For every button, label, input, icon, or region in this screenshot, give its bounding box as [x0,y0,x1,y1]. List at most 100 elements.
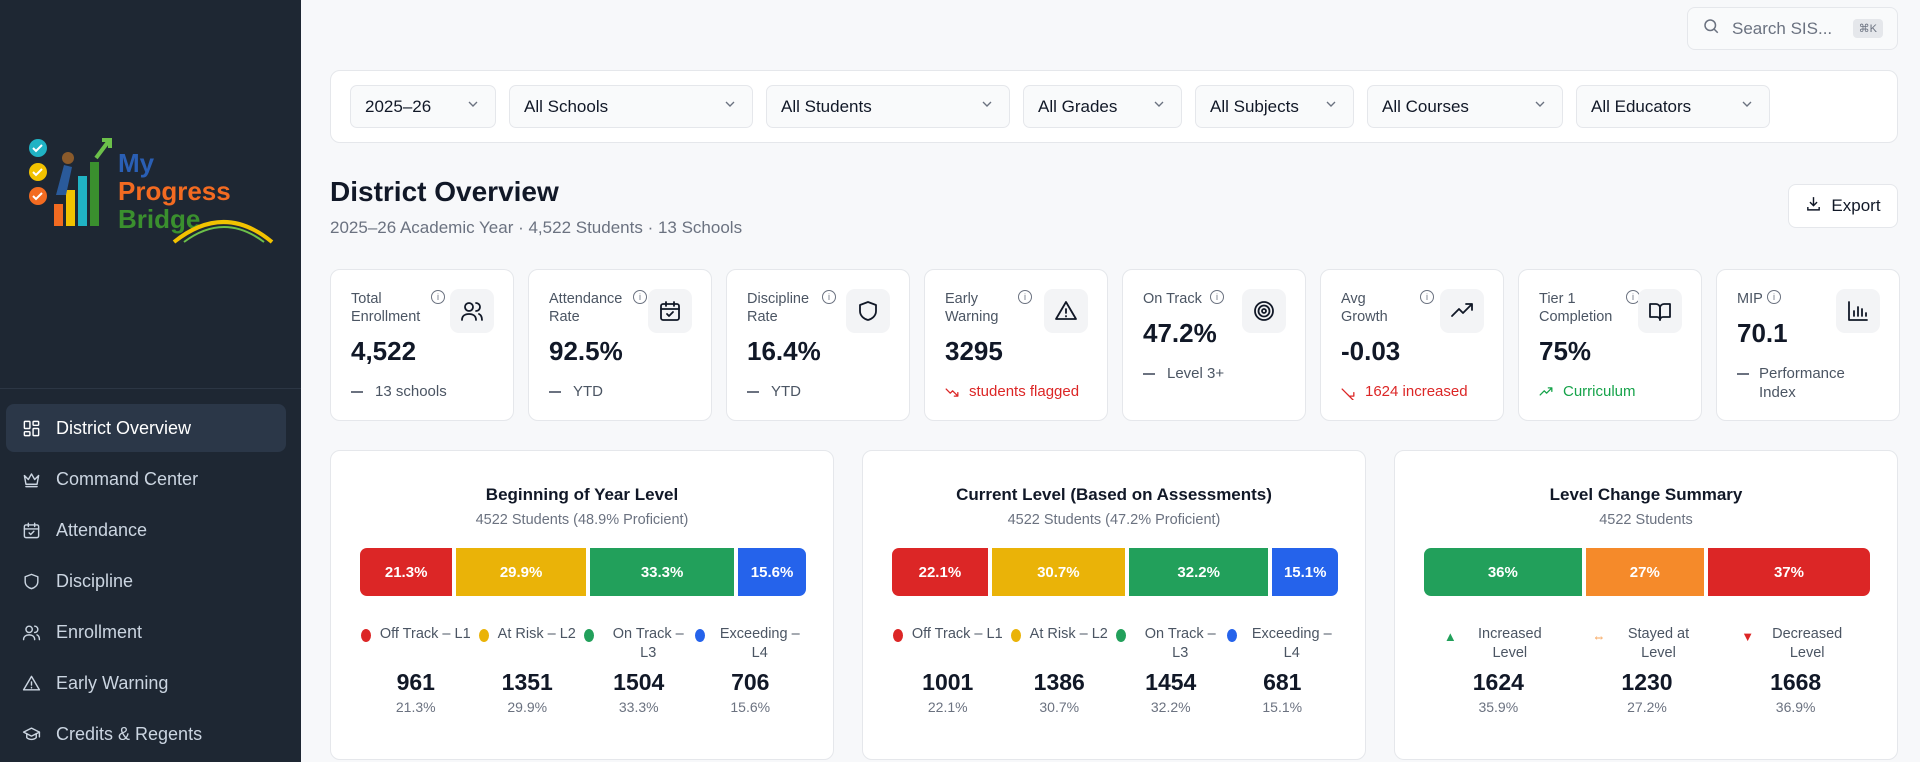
neutral-dash-icon [1143,364,1157,383]
legend-item: Exceeding – L4 681 15.1% [1227,625,1337,715]
search-box[interactable]: Search SIS... ⌘K [1687,7,1898,50]
svg-text:Progress: Progress [118,176,231,206]
panel-title: Current Level (Based on Assessments) [956,485,1272,504]
bar-segment[interactable]: 36% [1424,548,1582,596]
legend-percent: 22.1% [927,699,968,715]
legend-item: ▲ Increased Level 1624 35.9% [1443,625,1553,715]
kpi-foot: 13 schools [351,382,447,401]
calendar-check-icon [648,289,692,333]
panel-subtitle: 4522 Students (47.2% Proficient) [1007,512,1221,528]
bar-segment[interactable]: 27% [1585,548,1704,596]
sidebar-item-label: Discipline [56,570,134,591]
bar-segment[interactable]: 30.7% [991,548,1125,596]
panel-subtitle: 4522 Students (48.9% Proficient) [475,512,689,528]
sidebar-item-discipline[interactable]: Discipline [6,557,286,605]
kpi-foot: Curriculum [1539,382,1636,401]
legend-label-row: ▼ Decreased Level [1741,625,1851,665]
student-select[interactable]: All Students [766,85,1010,128]
legend-count: 1504 [613,669,665,695]
legend-label: Exceeding – L4 [1251,626,1332,661]
legend-label: Off Track – L1 [911,626,1003,642]
bar-segment[interactable]: 37% [1707,548,1870,596]
info-icon[interactable]: i [1420,290,1434,304]
download-icon [1805,195,1831,217]
legend-percent: 35.9% [1478,699,1519,715]
sidebar-item-command-center[interactable]: Command Center [6,455,286,503]
my-progress-bridge-logo[interactable]: My Progress Bridge [24,132,274,250]
boy-level-panel: Beginning of Year Level 4522 Students (4… [330,450,834,760]
info-icon[interactable]: i [1210,290,1224,304]
search-input[interactable]: Search SIS... [1732,18,1833,38]
level-stacked-bar: 36% 27% 37% [1424,548,1870,596]
info-icon[interactable]: i [633,290,647,304]
bar-segment[interactable]: 32.2% [1128,548,1269,596]
bar-segment[interactable]: 33.3% [589,548,735,596]
info-icon[interactable]: i [1018,290,1032,304]
warning-triangle-icon [20,672,42,694]
legend-count: 1624 [1472,669,1524,695]
legend-percent: 29.9% [507,699,548,715]
sidebar-nav: District Overview Command Center Attenda… [6,404,286,761]
bar-segment[interactable]: 22.1% [892,548,988,596]
trending-down-icon [945,382,959,401]
info-icon[interactable]: i [431,290,445,304]
legend-label-row: On Track – L3 [583,625,694,665]
sidebar-item-early-warning[interactable]: Early Warning [6,659,286,707]
legend-item: On Track – L3 1454 32.2% [1115,625,1226,715]
graduation-cap-icon [20,723,42,745]
legend-label-row: Off Track – L1 [892,625,1003,665]
legend-label: At Risk – L2 [497,626,576,642]
trending-up-icon [1539,382,1553,401]
bar-segment[interactable]: 15.1% [1272,548,1338,596]
arrow-up-icon: ▲ [1443,629,1457,644]
legend-dot-icon [583,629,594,642]
legend-label: Exceeding – L4 [719,626,800,661]
chevron-down-icon [465,96,481,117]
info-icon[interactable]: i [822,290,836,304]
sidebar-item-label: Command Center [56,468,199,489]
sidebar-item-credits-regents[interactable]: Credits & Regents [6,710,286,758]
trending-up-icon [1440,289,1484,333]
sidebar-item-label: Attendance [56,519,148,540]
sidebar-item-district-overview[interactable]: District Overview [6,404,286,452]
legend-percent: 15.6% [730,699,771,715]
grade-select[interactable]: All Grades [1023,85,1182,128]
legend-label-row: At Risk – L2 [472,625,582,665]
kpi-foot-text: 13 schools [375,383,447,400]
legend-label-row: ▲ Increased Level [1443,625,1553,665]
legend-item: At Risk – L2 1386 30.7% [1004,625,1114,715]
legend-label: Decreased Level [1772,626,1843,661]
legend-percent: 15.1% [1262,699,1303,715]
sidebar-item-attendance[interactable]: Attendance [6,506,286,554]
kpi-value: 92.5% [549,336,623,366]
legend-label: On Track – L3 [1144,626,1216,661]
year-select[interactable]: 2025–26 [350,85,496,128]
arrows-horizontal-icon: ⇔ [1592,629,1606,644]
panel-subtitle: 4522 Students [1599,512,1693,528]
subject-select[interactable]: All Subjects [1195,85,1354,128]
search-shortcut-badge: ⌘K [1852,19,1883,38]
level-change-panel: Level Change Summary 4522 Students 36% 27… [1394,450,1898,760]
kpi-card-mip: MIP i 70.1 Performance Index [1716,269,1900,421]
legend-item: On Track – L3 1504 33.3% [583,625,694,715]
chevron-down-icon [979,96,995,117]
kpi-foot: students flagged [945,382,1079,401]
bar-segment[interactable]: 29.9% [456,548,586,596]
page-title: District Overview [330,176,559,207]
legend-dot-icon [695,629,706,642]
book-open-icon [1638,289,1682,333]
legend-label: Stayed at Level [1627,626,1690,661]
course-select[interactable]: All Courses [1367,85,1563,128]
dashboard-icon [20,417,42,439]
legend-dot-icon [360,629,371,642]
crown-icon [20,468,42,490]
info-icon[interactable]: i [1767,290,1781,304]
export-button[interactable]: Export [1788,184,1898,228]
educator-select[interactable]: All Educators [1576,85,1770,128]
legend-count: 706 [731,669,770,695]
bar-segment[interactable]: 15.6% [738,548,806,596]
school-select[interactable]: All Schools [509,85,753,128]
bar-segment[interactable]: 21.3% [360,548,453,596]
kpi-label: Attendance Rate [549,291,623,325]
sidebar-item-enrollment[interactable]: Enrollment [6,608,286,656]
